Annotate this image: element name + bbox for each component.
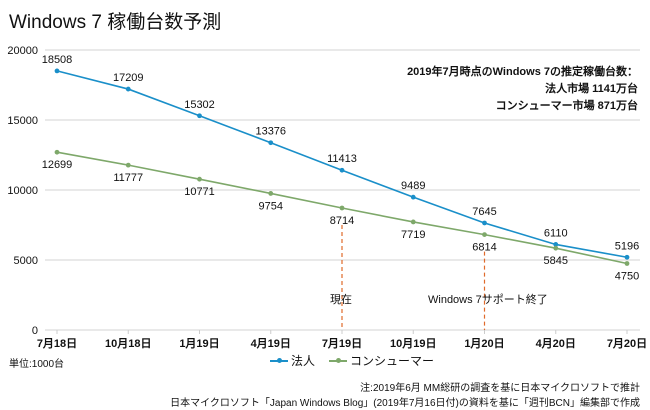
legend-item-corporate: 法人	[270, 352, 315, 369]
x-tick-label: 7月20日	[607, 337, 647, 350]
data-point	[268, 140, 274, 146]
data-label: 11777	[113, 172, 143, 184]
legend: 法人 コンシューマー	[270, 352, 434, 369]
x-tick-label: 4月19日	[251, 337, 291, 350]
data-label: 6814	[472, 242, 496, 254]
data-point	[624, 261, 630, 266]
data-label: 15302	[184, 99, 215, 111]
y-tick-label: 5000	[14, 255, 38, 267]
data-label: 7719	[401, 229, 425, 241]
data-label: 12699	[42, 159, 73, 171]
data-point	[125, 86, 131, 92]
data-point	[197, 113, 202, 119]
y-tick-label: 10000	[7, 185, 38, 197]
data-point	[125, 162, 131, 168]
legend-swatch-consumer	[329, 357, 348, 363]
legend-item-consumer: コンシューマー	[329, 352, 434, 369]
x-tick-label: 7月19日	[322, 337, 362, 350]
data-label: 6110	[544, 227, 568, 239]
data-label: 5196	[615, 240, 639, 252]
data-point	[54, 149, 60, 155]
marker-label-support-end: Windows 7サポート終了	[428, 294, 548, 306]
data-point	[339, 167, 345, 173]
x-tick-label: 1月20日	[464, 337, 504, 350]
x-tick-label: 1月19日	[179, 337, 219, 350]
x-tick-label: 7月18日	[37, 337, 77, 350]
legend-label-corporate: 法人	[291, 354, 316, 368]
marker-label-now: 現在	[330, 294, 352, 306]
annotation-line-1: 2019年7月時点のWindows 7の推定稼働台数：	[407, 66, 638, 78]
annotation-line-2: 法人市場 1141万台	[545, 83, 638, 95]
data-label: 9754	[259, 200, 283, 212]
data-point	[482, 220, 487, 226]
data-label: 17209	[113, 72, 144, 84]
source-note-1: 注:2019年6月 MM総研の調査を基に日本マイクロソフトで推計	[360, 383, 640, 394]
chart-title: Windows 7 稼働台数予測	[9, 12, 222, 33]
data-point	[339, 205, 345, 211]
legend-swatch-corporate	[270, 357, 288, 363]
annotation-box: 2019年7月時点のWindows 7の推定稼働台数： 法人市場 1141万台 …	[407, 64, 638, 115]
y-tick-label: 20000	[7, 45, 38, 57]
legend-label-consumer: コンシューマー	[350, 354, 435, 368]
unit-label: 単位:1000台	[9, 359, 65, 370]
data-label: 13376	[255, 126, 286, 138]
x-tick-label: 10月18日	[105, 337, 151, 350]
data-point	[482, 232, 487, 238]
data-label: 9489	[401, 180, 425, 192]
data-point	[54, 68, 60, 74]
source-note-2: 日本マイクロソフト「Japan Windows Blog」(2019年7月16日…	[170, 398, 640, 409]
x-tick-label: 4月20日	[536, 337, 576, 350]
data-label: 5845	[544, 255, 568, 267]
x-tick-label: 10月19日	[390, 337, 436, 350]
y-tick-label: 15000	[7, 115, 38, 127]
data-label: 7645	[472, 206, 496, 218]
data-point	[553, 245, 559, 251]
data-label: 4750	[615, 271, 639, 283]
data-label: 18508	[42, 54, 73, 66]
annotation-line-3: コンシューマー市場 871万台	[495, 100, 638, 112]
data-label: 11413	[327, 153, 357, 165]
data-point	[268, 191, 274, 196]
data-label: 8714	[330, 215, 354, 227]
y-tick-label: 0	[32, 325, 38, 337]
data-point	[197, 176, 202, 182]
data-label: 10771	[184, 186, 215, 198]
data-point	[410, 219, 416, 225]
data-point	[624, 254, 630, 260]
data-point	[410, 194, 416, 200]
data-point	[553, 242, 559, 247]
